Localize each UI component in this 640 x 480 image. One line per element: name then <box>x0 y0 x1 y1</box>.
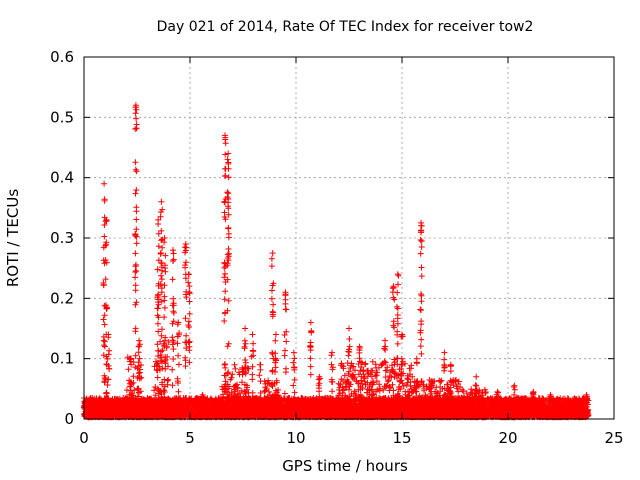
roti-spike <box>104 331 113 388</box>
y-tick-label: 0.6 <box>50 48 74 66</box>
roti-spike <box>328 349 336 395</box>
roti-spike <box>315 373 324 406</box>
x-tick-label: 20 <box>498 429 517 447</box>
roti-spike <box>389 283 398 407</box>
roti-spike <box>224 150 232 388</box>
x-tick-label: 0 <box>79 429 89 447</box>
y-tick-label: 0.4 <box>50 169 74 187</box>
roti-spike <box>132 102 140 408</box>
x-tick-label: 15 <box>392 429 411 447</box>
roti-spike <box>198 391 207 409</box>
roti-spike <box>185 271 193 403</box>
roti-spike <box>169 247 177 389</box>
roti-spike <box>368 367 376 399</box>
roti-spike <box>493 388 502 409</box>
roti-spike <box>427 379 436 404</box>
roti-spike <box>127 355 135 398</box>
roti-spike <box>307 319 315 378</box>
roti-spike <box>393 271 402 401</box>
roti-spike <box>381 337 389 407</box>
x-tick-label: 5 <box>185 429 195 447</box>
roti-spike <box>157 198 166 401</box>
roti-spike <box>102 216 110 403</box>
roti-spike <box>160 235 169 407</box>
y-tick-label: 0.2 <box>50 289 74 307</box>
roti-spike <box>345 325 353 406</box>
y-tick-label: 0.1 <box>50 350 74 368</box>
roti-spike <box>100 180 108 408</box>
roti-spike <box>154 216 162 367</box>
y-tick-label: 0 <box>64 410 74 428</box>
roti-spike <box>417 219 425 357</box>
roti-spike <box>248 331 257 408</box>
roti-spike <box>256 361 264 407</box>
roti-spike <box>398 331 406 404</box>
y-axis-label: ROTI / TECUs <box>4 189 22 287</box>
roti-spike <box>241 325 249 410</box>
x-tick-label: 10 <box>286 429 305 447</box>
roti-spike <box>547 391 554 408</box>
roti-spike <box>355 343 364 378</box>
roti-spike <box>440 349 448 403</box>
y-tick-label: 0.3 <box>50 229 74 247</box>
roti-spike <box>272 331 280 398</box>
roti-spike <box>174 319 183 395</box>
chart-title: Day 021 of 2014, Rate Of TEC Index for r… <box>157 19 534 35</box>
roti-spike <box>135 337 143 396</box>
roti-spike <box>230 361 239 409</box>
data-points <box>81 102 592 421</box>
roti-spike <box>510 382 518 410</box>
x-tick-label: 25 <box>604 429 623 447</box>
roti-spike <box>447 361 455 403</box>
grid-lines <box>84 57 614 419</box>
roti-spike <box>290 349 298 396</box>
roti-spike <box>413 355 421 406</box>
y-tick-label: 0.5 <box>50 108 74 126</box>
roti-spike <box>583 391 591 410</box>
x-axis-label: GPS time / hours <box>282 457 408 475</box>
roti-spike <box>529 388 537 408</box>
roti-spike <box>472 373 480 406</box>
roti-spike <box>281 289 290 405</box>
axes: 0 5 10 15 20 25 0 0.1 0.2 0.3 0.4 0.5 0.6 <box>50 48 623 447</box>
